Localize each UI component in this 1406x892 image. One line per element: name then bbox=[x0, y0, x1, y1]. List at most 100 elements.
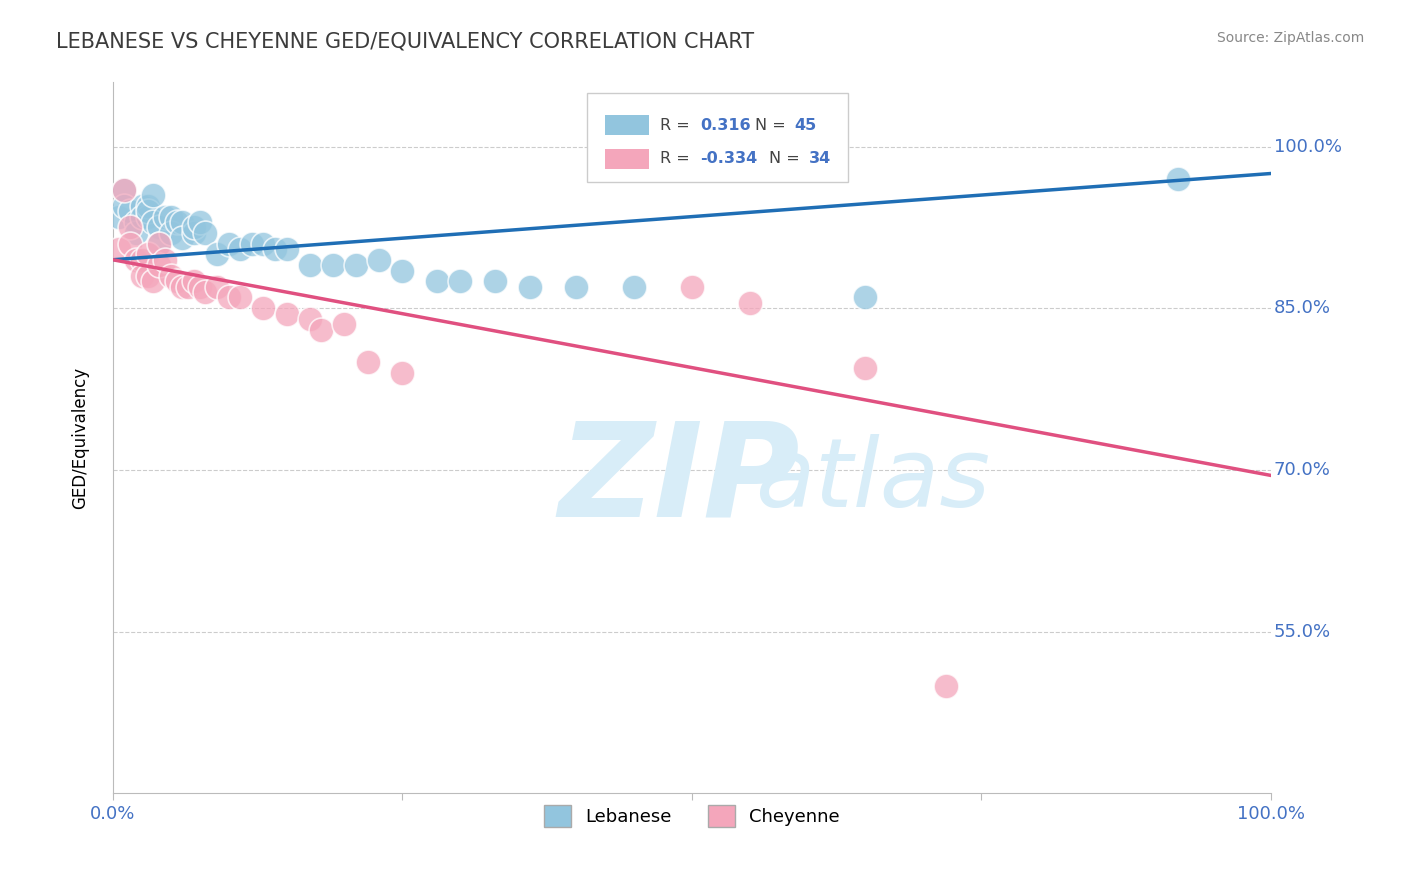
Point bbox=[148, 236, 170, 251]
Point bbox=[194, 226, 217, 240]
Point bbox=[565, 279, 588, 293]
Point bbox=[935, 679, 957, 693]
Point bbox=[252, 301, 274, 316]
Point bbox=[159, 268, 181, 283]
Point bbox=[183, 226, 205, 240]
Point bbox=[738, 296, 761, 310]
Point bbox=[153, 252, 176, 267]
Point bbox=[188, 279, 211, 293]
Point bbox=[136, 268, 159, 283]
Text: 55.0%: 55.0% bbox=[1274, 623, 1331, 640]
Y-axis label: GED/Equivalency: GED/Equivalency bbox=[72, 367, 89, 508]
Text: 34: 34 bbox=[808, 152, 831, 166]
FancyBboxPatch shape bbox=[605, 149, 648, 169]
Point bbox=[166, 274, 188, 288]
Point bbox=[519, 279, 541, 293]
Point bbox=[148, 258, 170, 272]
Point bbox=[166, 215, 188, 229]
Point bbox=[391, 366, 413, 380]
Point bbox=[183, 220, 205, 235]
Point bbox=[172, 231, 194, 245]
Point bbox=[449, 274, 471, 288]
Point bbox=[194, 285, 217, 299]
Point bbox=[112, 183, 135, 197]
FancyBboxPatch shape bbox=[605, 115, 648, 136]
Point bbox=[1167, 172, 1189, 186]
Point bbox=[131, 268, 153, 283]
Point bbox=[229, 242, 252, 256]
Point bbox=[136, 199, 159, 213]
Text: Source: ZipAtlas.com: Source: ZipAtlas.com bbox=[1216, 31, 1364, 45]
Point bbox=[183, 274, 205, 288]
Legend: Lebanese, Cheyenne: Lebanese, Cheyenne bbox=[536, 797, 846, 834]
Point bbox=[125, 226, 148, 240]
Point bbox=[159, 226, 181, 240]
Point bbox=[426, 274, 449, 288]
Text: 0.316: 0.316 bbox=[700, 118, 751, 133]
Point bbox=[276, 307, 298, 321]
Point bbox=[107, 242, 129, 256]
Point bbox=[252, 236, 274, 251]
Point bbox=[484, 274, 506, 288]
FancyBboxPatch shape bbox=[588, 93, 848, 181]
Point bbox=[322, 258, 344, 272]
Text: 85.0%: 85.0% bbox=[1274, 300, 1331, 318]
Point bbox=[125, 252, 148, 267]
Point bbox=[107, 210, 129, 224]
Point bbox=[120, 220, 142, 235]
Point bbox=[309, 323, 332, 337]
Point bbox=[391, 263, 413, 277]
Point bbox=[298, 258, 321, 272]
Point bbox=[623, 279, 645, 293]
Point bbox=[153, 210, 176, 224]
Point bbox=[172, 279, 194, 293]
Point bbox=[112, 199, 135, 213]
Point bbox=[148, 220, 170, 235]
Point bbox=[218, 291, 240, 305]
Point bbox=[264, 242, 287, 256]
Text: 100.0%: 100.0% bbox=[1274, 137, 1341, 155]
Point bbox=[205, 279, 228, 293]
Text: N =: N = bbox=[769, 152, 806, 166]
Text: 45: 45 bbox=[794, 118, 817, 133]
Point bbox=[131, 210, 153, 224]
Text: N =: N = bbox=[755, 118, 792, 133]
Point bbox=[218, 236, 240, 251]
Point bbox=[148, 236, 170, 251]
Point bbox=[333, 318, 356, 332]
Point bbox=[112, 183, 135, 197]
Point bbox=[344, 258, 367, 272]
Point bbox=[136, 210, 159, 224]
Point bbox=[131, 252, 153, 267]
Point bbox=[188, 215, 211, 229]
Text: LEBANESE VS CHEYENNE GED/EQUIVALENCY CORRELATION CHART: LEBANESE VS CHEYENNE GED/EQUIVALENCY COR… bbox=[56, 31, 755, 51]
Point bbox=[681, 279, 703, 293]
Point bbox=[120, 236, 142, 251]
Text: atlas: atlas bbox=[755, 434, 990, 527]
Point bbox=[172, 215, 194, 229]
Point bbox=[142, 188, 165, 202]
Text: R =: R = bbox=[661, 118, 696, 133]
Text: 70.0%: 70.0% bbox=[1274, 461, 1331, 479]
Point bbox=[229, 291, 252, 305]
Point bbox=[240, 236, 263, 251]
Point bbox=[159, 210, 181, 224]
Point bbox=[131, 199, 153, 213]
Point bbox=[356, 355, 378, 369]
Text: -0.334: -0.334 bbox=[700, 152, 756, 166]
Point bbox=[276, 242, 298, 256]
Point bbox=[120, 204, 142, 219]
Point bbox=[136, 247, 159, 261]
Point bbox=[125, 215, 148, 229]
Text: R =: R = bbox=[661, 152, 696, 166]
Point bbox=[142, 215, 165, 229]
Point bbox=[368, 252, 391, 267]
Point bbox=[853, 360, 876, 375]
Point bbox=[205, 247, 228, 261]
Point bbox=[853, 291, 876, 305]
Point bbox=[177, 279, 200, 293]
Point bbox=[142, 274, 165, 288]
Point bbox=[298, 312, 321, 326]
Point bbox=[136, 204, 159, 219]
Text: ZIP: ZIP bbox=[558, 417, 800, 544]
